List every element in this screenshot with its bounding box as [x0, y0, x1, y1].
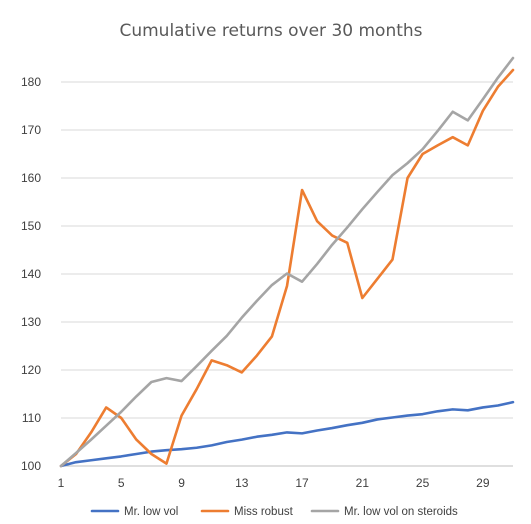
axis-layer: 100 110 120 130 140 150 160 170 180 1 5 9 13 17 21 25 29 — [21, 75, 513, 490]
series-line-0 — [59, 400, 515, 468]
y-tick-label: 170 — [21, 123, 41, 137]
legend: Mr. low vol Miss robust Mr. low vol on ste… — [90, 506, 458, 518]
legend-label-1: Miss robust — [234, 506, 294, 518]
y-tick-label: 140 — [21, 267, 41, 281]
x-tick-label: 5 — [118, 476, 125, 490]
y-tick-label: 150 — [21, 219, 41, 233]
y-tick-label: 160 — [21, 171, 41, 185]
x-tick-label: 17 — [295, 476, 309, 490]
x-tick-label: 1 — [58, 476, 65, 490]
series-line-2 — [59, 56, 515, 468]
x-tick-label: 25 — [416, 476, 430, 490]
y-tick-label: 100 — [21, 459, 41, 473]
legend-label-2: Mr. low vol on steroids — [344, 506, 458, 518]
y-tick-label: 130 — [21, 315, 41, 329]
x-tick-label: 9 — [178, 476, 185, 490]
y-tick-label: 110 — [22, 411, 41, 425]
chart-title: Cumulative returns over 30 months — [119, 21, 422, 41]
series-line-1 — [59, 68, 515, 468]
y-tick-label: 120 — [21, 363, 41, 377]
y-tick-label: 180 — [21, 75, 41, 89]
series-layer — [59, 56, 515, 468]
x-tick-label: 29 — [476, 476, 490, 490]
legend-label-0: Mr. low vol — [124, 506, 178, 518]
x-tick-label: 13 — [235, 476, 249, 490]
x-tick-label: 21 — [356, 476, 370, 490]
grid-layer — [61, 81, 513, 419]
